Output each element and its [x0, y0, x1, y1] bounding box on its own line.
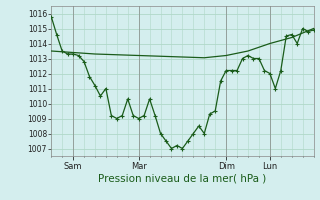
X-axis label: Pression niveau de la mer( hPa ): Pression niveau de la mer( hPa ): [98, 173, 267, 183]
